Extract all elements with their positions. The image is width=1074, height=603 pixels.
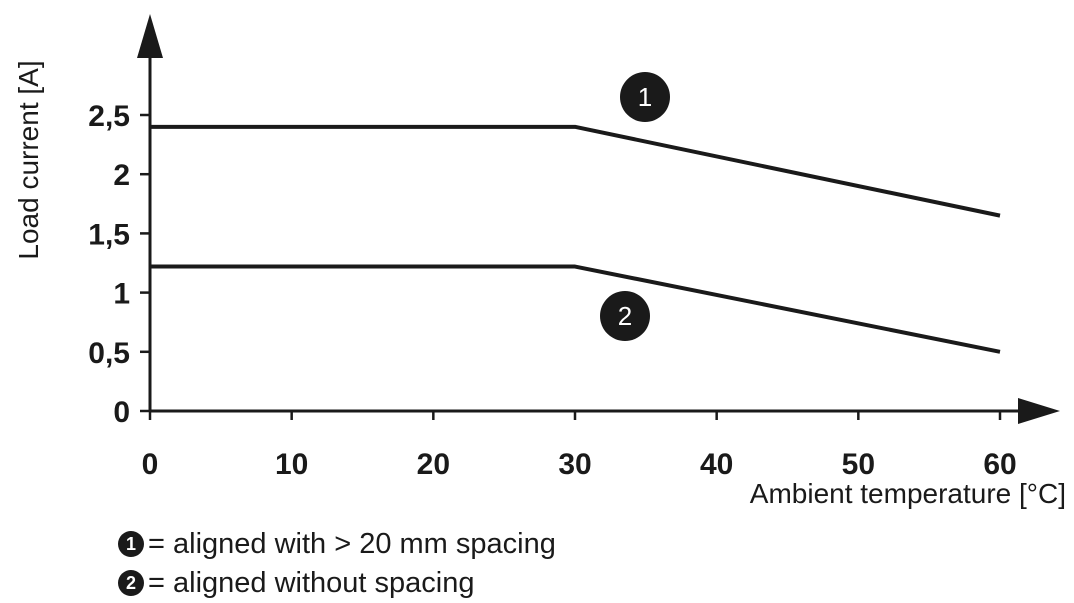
y-tick-label: 0,5: [88, 337, 130, 370]
series-1-marker-icon: [620, 72, 670, 122]
ticks: 0 10 20 30 40 50 60 0 0,5 1 1,5 2 2,5: [88, 100, 1016, 481]
series-2-line: [150, 264, 1001, 354]
x-tick-label: 0: [142, 448, 159, 481]
x-tick-label: 40: [700, 448, 733, 481]
series-1-line: [150, 124, 1001, 218]
legend-text-1: = aligned with > 20 mm spacing: [148, 528, 556, 560]
series-lines: [150, 124, 1001, 354]
series-1-marker-label: 1: [638, 82, 652, 112]
series-2-marker-label: 2: [618, 301, 632, 331]
x-tick-label: 20: [417, 448, 450, 481]
series-2-marker-icon: [600, 291, 650, 341]
legend-text-2: = aligned without spacing: [148, 567, 475, 599]
x-tick-label: 60: [983, 448, 1016, 481]
legend-item-1: 1 = aligned with > 20 mm spacing: [118, 527, 556, 561]
y-tick-label: 0: [113, 396, 130, 429]
series-markers: 12: [600, 72, 670, 341]
legend-marker-2-icon: 2: [118, 570, 144, 596]
x-tick-label: 30: [558, 448, 591, 481]
y-axis-label: Load current [A]: [13, 60, 44, 259]
y-tick-label: 2: [113, 159, 130, 192]
x-tick-label: 10: [275, 448, 308, 481]
x-tick-label: 50: [842, 448, 875, 481]
x-axis-label: Ambient temperature [°C]: [750, 478, 1066, 509]
y-tick-label: 1: [113, 278, 130, 311]
legend-item-2: 2 = aligned without spacing: [118, 566, 474, 600]
y-tick-label: 2,5: [88, 100, 130, 133]
y-axis-arrow-icon: [137, 14, 163, 58]
x-axis-arrow-icon: [1018, 398, 1060, 424]
y-tick-label: 1,5: [88, 218, 130, 251]
axes: [137, 14, 1060, 424]
legend-marker-1-icon: 1: [118, 531, 144, 557]
